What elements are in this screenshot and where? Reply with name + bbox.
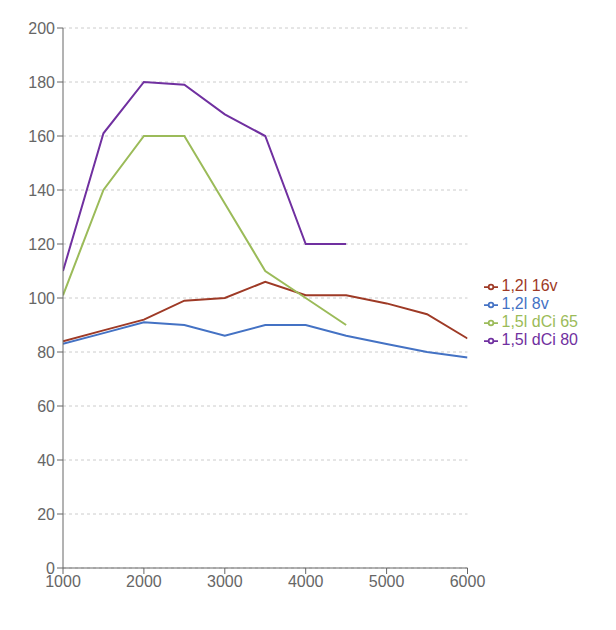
svg-text:6000: 6000 <box>450 573 486 590</box>
svg-text:1000: 1000 <box>45 573 81 591</box>
html-text:1,2l 8v: 1,2l 8v <box>501 295 549 312</box>
svg-text:3000: 3000 <box>207 573 243 590</box>
svg-text:2000: 2000 <box>126 573 162 590</box>
svg-text:140: 140 <box>28 182 55 199</box>
svg-text:200: 200 <box>28 20 55 37</box>
html-text:1,5l dCi 80: 1,5l dCi 80 <box>501 331 578 348</box>
svg-text:40: 40 <box>37 452 55 469</box>
svg-text:0: 0 <box>46 560 55 577</box>
svg-text:4000: 4000 <box>288 573 324 590</box>
html-text:1,5l dCi 65: 1,5l dCi 65 <box>501 313 578 330</box>
svg-text:180: 180 <box>28 74 55 91</box>
svg-text:5000: 5000 <box>369 573 405 590</box>
html-text:1,2l 16v: 1,2l 16v <box>501 277 558 294</box>
svg-text:160: 160 <box>28 128 55 145</box>
svg-text:60: 60 <box>37 398 55 415</box>
svg-text:120: 120 <box>28 236 55 253</box>
svg-text:20: 20 <box>37 506 55 523</box>
svg-text:100: 100 <box>28 290 55 307</box>
svg-text:80: 80 <box>37 344 55 361</box>
